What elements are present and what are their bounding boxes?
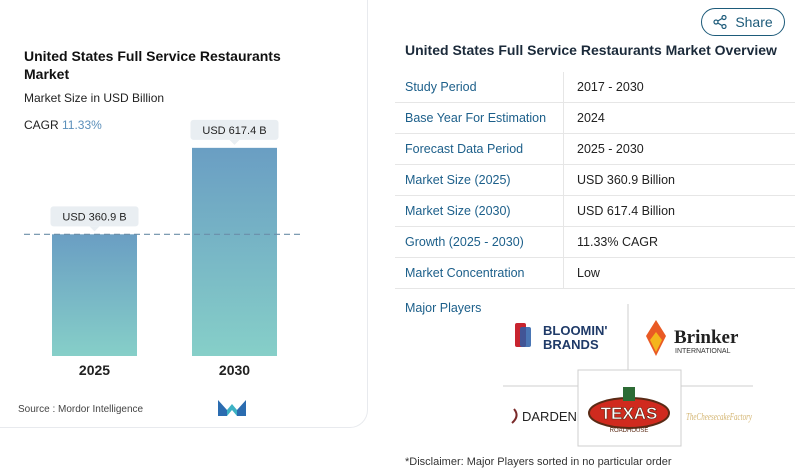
disclaimer: *Disclaimer: Major Players sorted in no … <box>405 456 672 468</box>
cheesecake-factory-logo: TheCheesecakeFactory <box>686 411 752 423</box>
overview-row-value: 2017 - 2030 <box>577 80 644 94</box>
data-label-pointer <box>229 139 240 145</box>
overview-row-key: Growth (2025 - 2030) <box>405 235 524 249</box>
category-label-2030: 2030 <box>219 362 250 378</box>
data-label-pointer <box>89 226 100 232</box>
row-divider <box>563 227 564 258</box>
cheesecake-text: TheCheesecakeFactory <box>686 411 752 423</box>
overview-row: Market Size (2030) USD 617.4 Billion <box>395 196 795 227</box>
bloomin-line1: BLOOMIN' <box>543 323 607 338</box>
overview-title: United States Full Service Restaurants M… <box>405 42 777 58</box>
bar-2025 <box>52 234 137 356</box>
data-label-2030: USD 617.4 B <box>202 125 266 137</box>
brinker-line2: INTERNATIONAL <box>675 348 731 355</box>
overview-row: Forecast Data Period 2025 - 2030 <box>395 134 795 165</box>
brinker-logo: Brinker INTERNATIONAL <box>646 320 739 356</box>
overview-row-value: USD 617.4 Billion <box>577 204 675 218</box>
cagr-text: CAGR 11.33% <box>24 118 102 132</box>
texas-line2: ROADHOUSE <box>610 428 649 434</box>
bloomin-brands-logo: BLOOMIN' BRANDS <box>515 323 607 352</box>
bloomin-line2: BRANDS <box>543 337 599 352</box>
row-divider <box>563 134 564 165</box>
overview-row-value: USD 360.9 Billion <box>577 173 675 187</box>
overview-row: Growth (2025 - 2030) 11.33% CAGR <box>395 227 795 258</box>
row-divider <box>563 165 564 196</box>
texas-line1: TEXAS <box>601 404 658 423</box>
row-divider <box>563 72 564 103</box>
brinker-line1: Brinker <box>674 327 739 348</box>
market-size-card: United States Full Service Restaurants M… <box>0 0 368 428</box>
darden-text: DARDEN <box>522 409 577 424</box>
mordor-logo-icon <box>218 400 246 416</box>
bar-chart: USD 360.9 B 2025 USD 617.4 B 2030 <box>24 119 304 378</box>
share-label: Share <box>735 14 773 30</box>
share-icon <box>713 15 727 29</box>
overview-row-value: 2025 - 2030 <box>577 142 644 156</box>
chart-title: United States Full Service Restaurants M… <box>24 48 281 82</box>
overview-row-value: 11.33% CAGR <box>577 235 659 249</box>
overview-row: Base Year For Estimation 2024 <box>395 103 795 134</box>
data-label-box <box>190 119 279 140</box>
category-label-2025: 2025 <box>79 362 110 378</box>
data-label-box <box>50 206 139 227</box>
darden-logo: DARDEN <box>511 408 577 424</box>
overview-row-key: Market Size (2025) <box>405 173 511 187</box>
row-divider <box>563 103 564 134</box>
texas-roadhouse-logo: TEXAS ROADHOUSE <box>588 387 670 434</box>
overview-row: Market Concentration Low <box>395 258 795 289</box>
data-label-2025: USD 360.9 B <box>62 211 126 223</box>
overview-table: Study Period 2017 - 2030 Base Year For Est… <box>395 72 795 289</box>
row-divider <box>563 196 564 227</box>
row-divider <box>563 258 564 289</box>
overview-row-value: Low <box>577 266 600 280</box>
chart-subtitle: Market Size in USD Billion <box>24 91 165 105</box>
overview-row-key: Market Concentration <box>405 266 525 280</box>
overview-row: Study Period 2017 - 2030 <box>395 72 795 103</box>
cagr-value: 11.33% <box>62 118 102 132</box>
cagr-label: CAGR <box>24 118 59 132</box>
overview-row-key: Forecast Data Period <box>405 142 524 156</box>
overview-row-key: Market Size (2030) <box>405 204 511 218</box>
share-button[interactable]: Share <box>701 8 785 36</box>
source-text: Source : Mordor Intelligence <box>18 404 144 415</box>
overview-row: Market Size (2025) USD 360.9 Billion <box>395 165 795 196</box>
overview-row-value: 2024 <box>577 111 605 125</box>
major-players-label: Major Players <box>405 301 482 315</box>
overview-row-key: Study Period <box>405 80 477 94</box>
bar-2030 <box>192 147 277 356</box>
overview-row-key: Base Year For Estimation <box>405 111 547 125</box>
